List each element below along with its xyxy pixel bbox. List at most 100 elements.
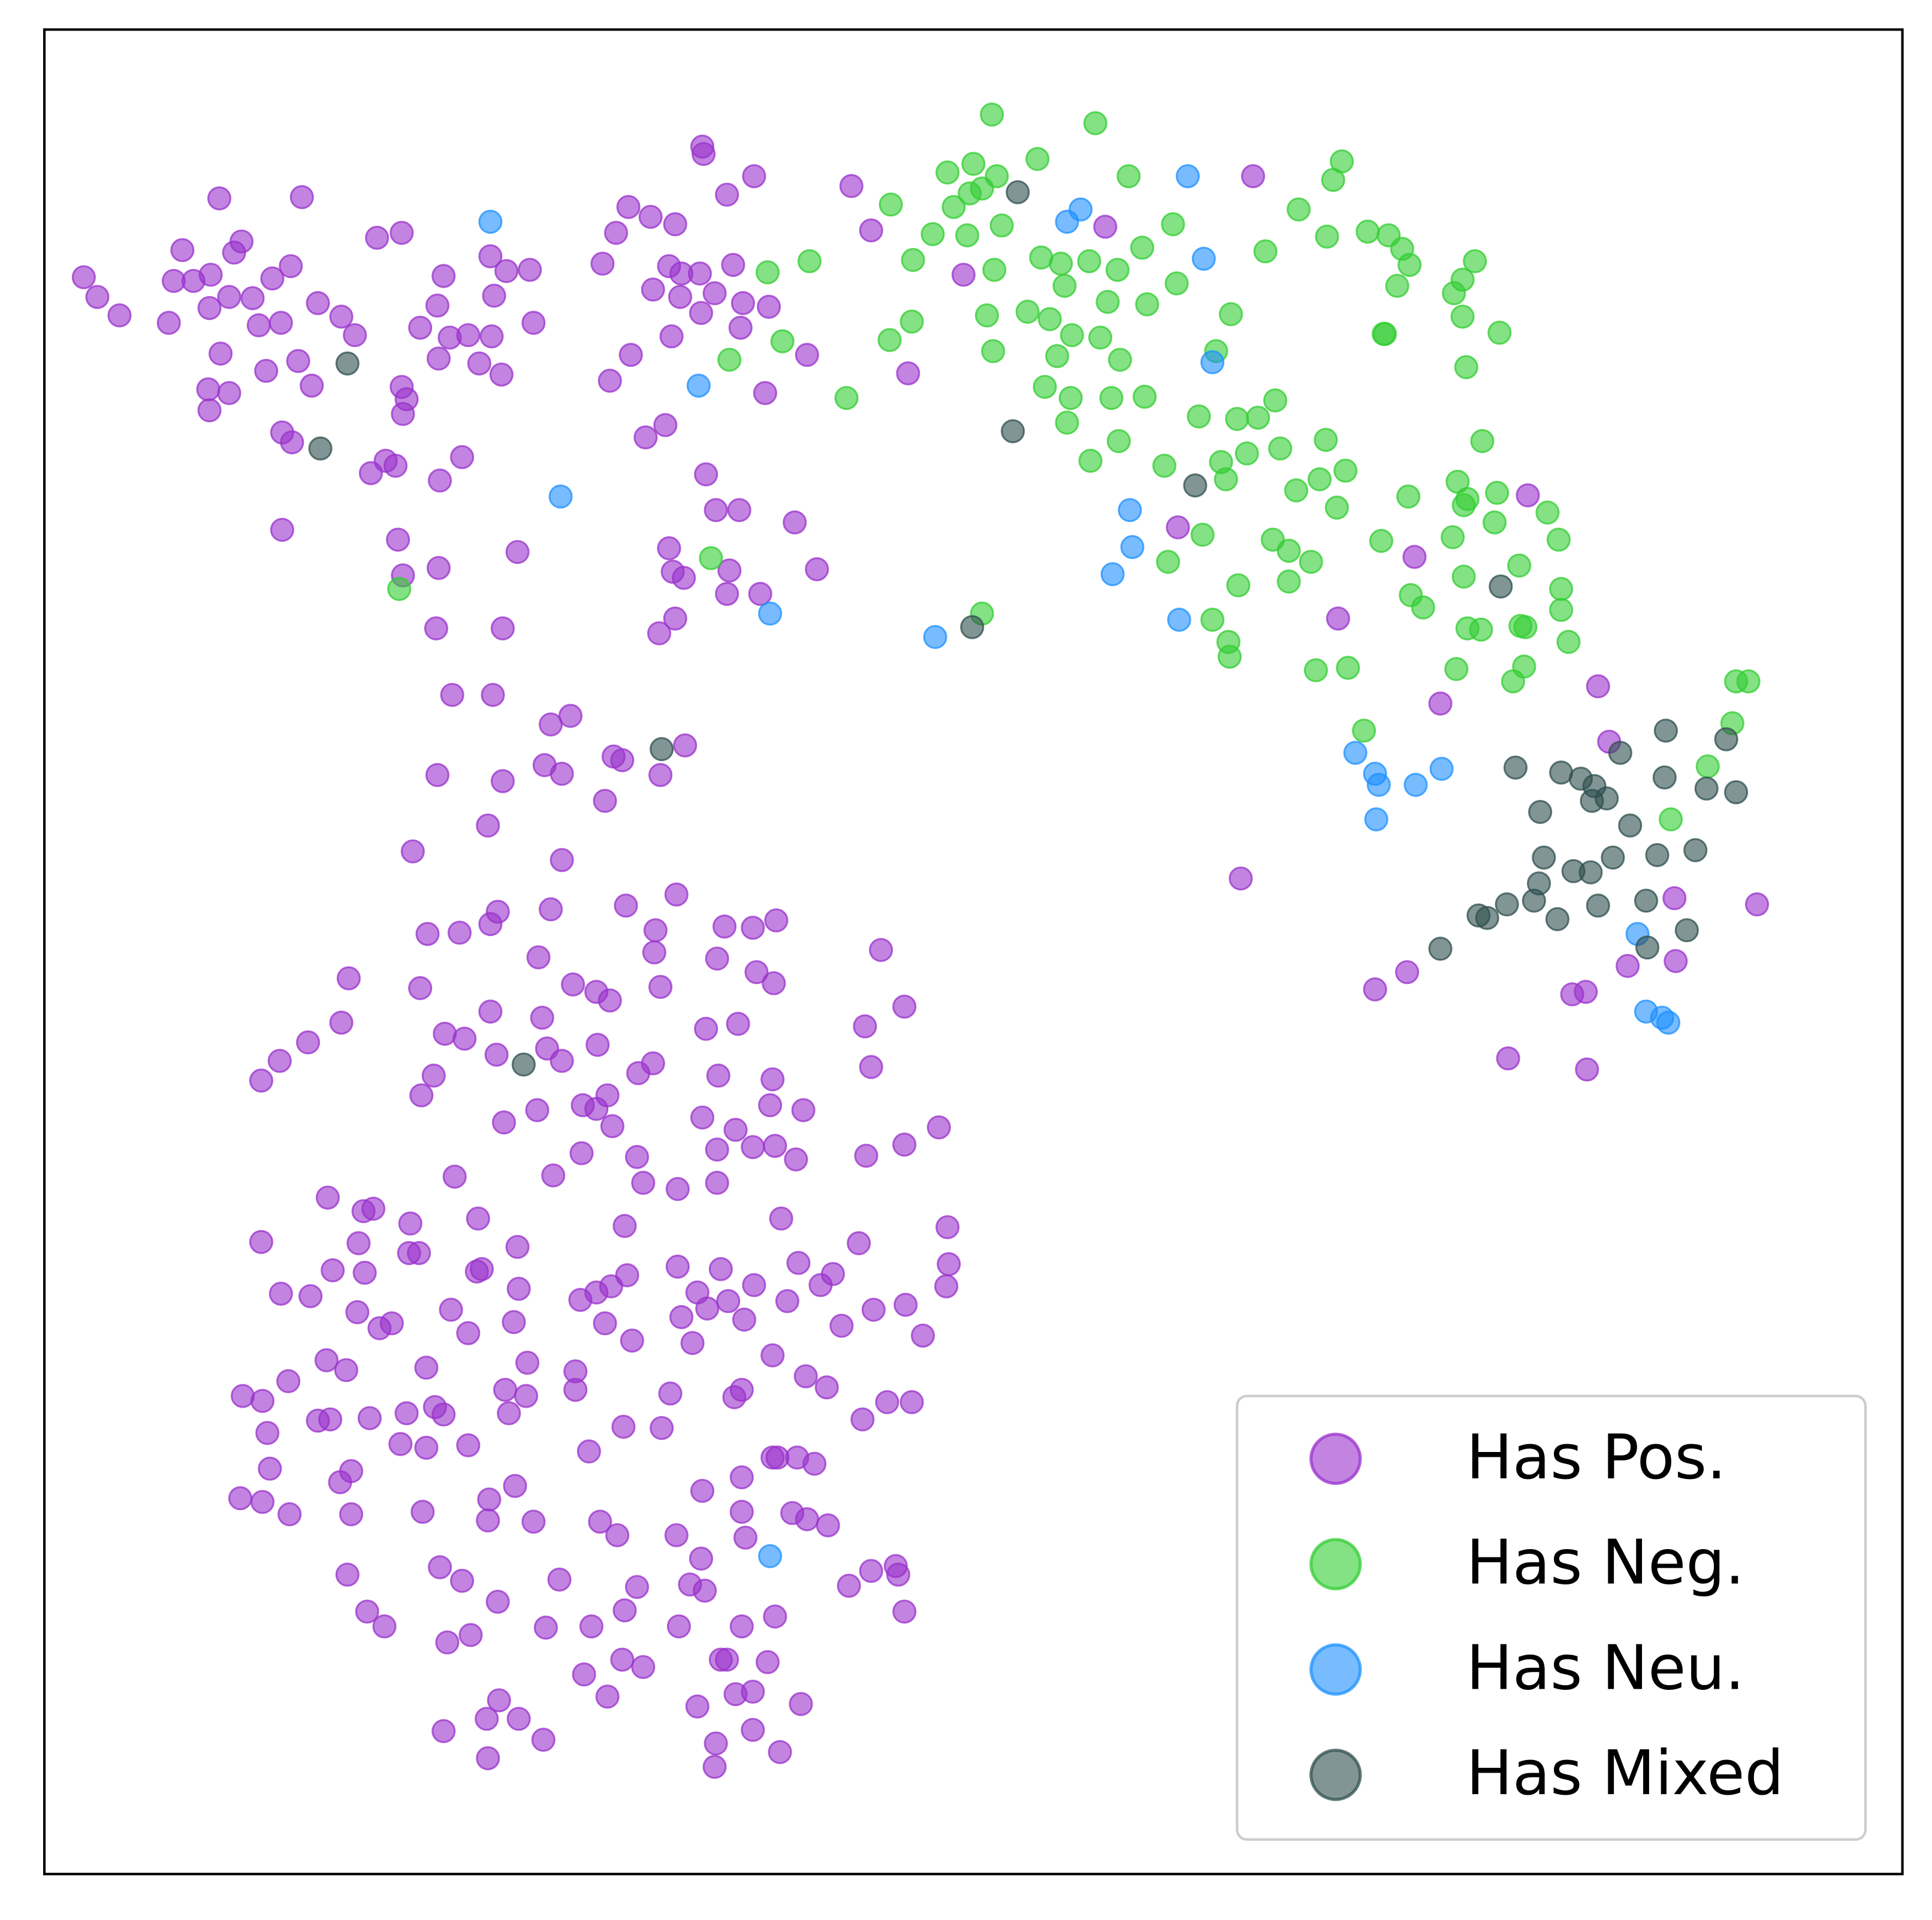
point: [335, 1562, 360, 1587]
point: [770, 329, 795, 354]
point: [717, 348, 742, 372]
point: [240, 286, 265, 310]
point: [1428, 937, 1453, 961]
point: [217, 381, 242, 405]
point: [1373, 322, 1397, 346]
point: [762, 971, 786, 995]
point: [1385, 273, 1409, 298]
point: [1586, 674, 1610, 699]
point: [837, 1574, 861, 1598]
point: [1683, 838, 1708, 862]
point: [669, 1305, 694, 1330]
point: [408, 976, 433, 1001]
point: [335, 351, 360, 376]
point: [1241, 164, 1266, 189]
point: [1029, 245, 1053, 270]
point: [786, 1251, 811, 1275]
point: [721, 253, 745, 277]
point: [690, 1105, 715, 1130]
point: [595, 1684, 620, 1709]
point: [1369, 529, 1393, 553]
point: [1674, 918, 1699, 943]
point: [315, 1185, 340, 1210]
point: [702, 1755, 727, 1779]
point: [1618, 813, 1643, 838]
point: [431, 264, 456, 288]
point: [452, 1027, 477, 1051]
point: [539, 897, 563, 922]
point: [1130, 236, 1155, 260]
point: [753, 381, 777, 405]
point: [877, 328, 902, 352]
point: [458, 1623, 483, 1647]
point: [318, 1407, 343, 1432]
point: [1045, 344, 1070, 369]
point: [727, 498, 751, 523]
point: [530, 1006, 554, 1030]
point: [1219, 302, 1243, 327]
point: [511, 1052, 536, 1077]
point: [1263, 388, 1288, 413]
point: [71, 265, 96, 289]
point: [209, 342, 233, 366]
point: [1483, 510, 1507, 535]
point: [1100, 562, 1125, 587]
point: [723, 1118, 748, 1142]
point: [901, 247, 925, 272]
point: [604, 221, 629, 245]
point: [1714, 727, 1738, 751]
point: [590, 251, 615, 276]
point: [267, 1049, 292, 1073]
point: [550, 762, 574, 786]
point: [289, 185, 314, 210]
point: [1152, 454, 1177, 478]
point: [450, 1568, 475, 1593]
point: [1507, 553, 1532, 578]
point: [717, 558, 742, 583]
point: [1200, 608, 1225, 632]
point: [624, 1575, 650, 1599]
point: [1363, 977, 1387, 1002]
point: [1645, 843, 1670, 867]
point: [426, 346, 451, 371]
point: [758, 601, 783, 626]
point: [1545, 907, 1569, 931]
point: [431, 1402, 456, 1427]
point: [1033, 375, 1057, 399]
point: [400, 839, 425, 864]
point: [217, 285, 242, 309]
point: [961, 152, 986, 176]
point: [611, 1414, 636, 1439]
point: [410, 1499, 435, 1524]
point: [758, 1544, 783, 1568]
point: [485, 899, 510, 924]
point: [490, 769, 515, 793]
point: [690, 1478, 715, 1503]
point: [768, 1740, 792, 1764]
point: [415, 922, 440, 946]
point: [692, 141, 716, 167]
point: [298, 1284, 323, 1309]
point: [1343, 741, 1368, 765]
point: [469, 1257, 494, 1281]
point: [657, 536, 681, 561]
point: [386, 527, 410, 552]
point: [689, 301, 713, 325]
point: [729, 1614, 754, 1639]
point: [156, 310, 181, 335]
point: [1120, 535, 1145, 559]
point: [526, 945, 551, 970]
point: [1463, 249, 1487, 273]
point: [729, 1465, 754, 1490]
point: [612, 1598, 637, 1623]
point: [1549, 597, 1574, 622]
point: [706, 1063, 730, 1088]
point: [502, 1310, 526, 1335]
point: [705, 946, 729, 971]
point: [426, 556, 451, 580]
point: [729, 1499, 754, 1524]
point: [673, 733, 698, 757]
legend-label: Has Mixed: [1466, 1738, 1784, 1809]
point: [695, 1296, 720, 1321]
point: [442, 1164, 467, 1189]
